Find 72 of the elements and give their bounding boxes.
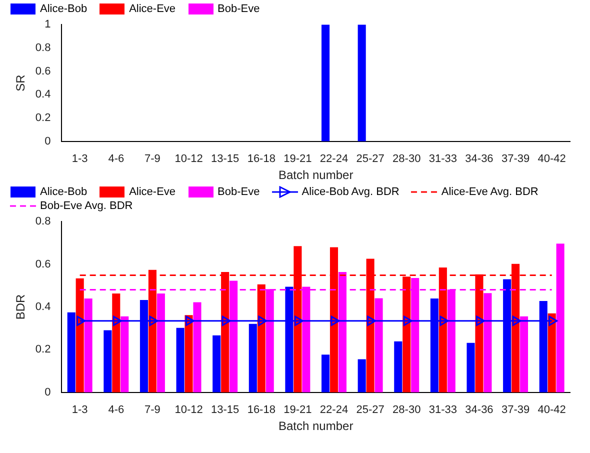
y-tick-label: 0 [44, 386, 51, 398]
bar [120, 316, 129, 392]
x-tick-label: 19-21 [284, 153, 312, 166]
x-tick-label: 31-33 [428, 153, 457, 166]
legend-label: Alice-Bob [40, 3, 88, 15]
x-tick-label: 13-15 [211, 153, 240, 166]
legend-label: Alice-Eve Avg. BDR [441, 186, 538, 198]
bar [358, 359, 366, 392]
y-tick-label: 0.2 [35, 112, 51, 124]
y-tick-label: 0.6 [35, 258, 51, 270]
x-tick-label: 7-9 [144, 404, 160, 416]
bar [212, 335, 221, 392]
x-tick-label: 37-39 [501, 153, 530, 166]
x-tick-label: 25-27 [356, 153, 384, 166]
legend-label: Bob-Eve Avg. BDR [40, 200, 133, 212]
y-axis-title: BDR [14, 294, 28, 320]
x-tick-label: 16-18 [247, 404, 276, 416]
x-tick-label: 37-39 [501, 404, 530, 416]
x-tick-label: 13-15 [211, 404, 240, 416]
x-tick-label: 22-24 [320, 404, 348, 416]
legend-label: Bob-Eve [218, 3, 260, 15]
x-tick-label: 34-36 [465, 404, 494, 416]
x-tick-label: 10-12 [174, 404, 203, 416]
x-tick-label: 22-24 [320, 153, 348, 166]
bar [176, 328, 184, 392]
x-tick-label: 4-6 [108, 404, 124, 416]
x-tick-label: 40-42 [538, 404, 566, 416]
bar [112, 294, 120, 392]
bar [520, 316, 528, 392]
x-tick-label: 7-9 [144, 153, 160, 166]
bar [556, 244, 564, 392]
y-tick-label: 1 [44, 18, 51, 31]
x-tick-label: 4-6 [108, 153, 124, 166]
legend-label: Alice-Bob [40, 186, 88, 198]
bar [104, 330, 112, 392]
legend-label: Alice-Bob Avg. BDR [302, 186, 400, 198]
x-tick-label: 28-30 [392, 404, 421, 416]
x-axis-title: Batch number [278, 168, 354, 182]
y-tick-label: 0.8 [35, 42, 51, 54]
x-tick-label: 1-3 [72, 153, 88, 166]
legend-label: Alice-Eve [129, 186, 176, 198]
bar [193, 302, 202, 392]
x-tick-label: 19-21 [284, 404, 312, 416]
x-tick-label: 28-30 [392, 153, 421, 166]
bar [257, 284, 266, 392]
y-tick-label: 0.8 [35, 216, 51, 228]
y-tick-label: 0.4 [35, 88, 51, 101]
x-tick-label: 25-27 [356, 404, 384, 416]
bar [394, 341, 402, 392]
bar [156, 294, 165, 392]
y-tick-label: 0.2 [35, 344, 51, 356]
x-tick-label: 16-18 [247, 153, 276, 166]
y-tick-label: 0.4 [35, 301, 51, 314]
legend-label: Alice-Eve [129, 3, 176, 15]
bar [84, 298, 92, 392]
bar [548, 313, 556, 392]
y-axis-title: SR [14, 74, 28, 92]
y-tick-label: 0.6 [35, 65, 51, 78]
bar [466, 342, 475, 392]
x-tick-label: 31-33 [428, 404, 457, 416]
bar [484, 293, 492, 392]
x-tick-label: 10-12 [174, 153, 203, 166]
x-axis-title: Batch number [278, 419, 354, 434]
bar [322, 354, 330, 392]
bar [184, 315, 193, 392]
x-tick-label: 1-3 [72, 404, 88, 416]
x-tick-label: 40-42 [538, 153, 566, 166]
bar [374, 298, 383, 392]
bar [76, 278, 84, 392]
x-tick-label: 34-36 [465, 153, 494, 166]
legend-label: Bob-Eve [218, 186, 260, 198]
y-tick-label: 0 [44, 135, 51, 148]
